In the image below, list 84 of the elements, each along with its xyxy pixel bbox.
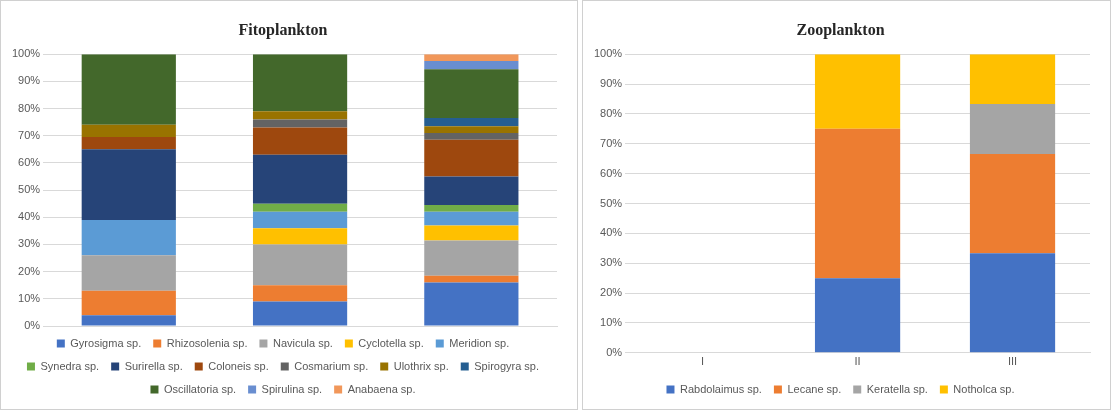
bar	[252, 154, 348, 204]
legend-label: Rhizosolenia sp.	[166, 336, 248, 349]
bar	[814, 128, 901, 279]
legend-label: Spirulina sp.	[261, 382, 323, 395]
bar	[424, 126, 519, 134]
legend-label: Surirella sp.	[124, 359, 183, 372]
legend-label: Meridion sp.	[449, 336, 510, 349]
legend-label: Oscillatoria sp.	[163, 382, 237, 395]
y-tick-label: 80%	[18, 101, 41, 114]
legend-label: Coloneis sp.	[208, 359, 269, 372]
y-tick-label: 60%	[18, 155, 41, 168]
y-tick-label: 10%	[18, 291, 41, 304]
bar	[814, 54, 901, 129]
legend-label: Keratella sp.	[866, 382, 928, 395]
y-tick-label: 100%	[11, 47, 41, 60]
bar	[969, 253, 1056, 353]
bar	[252, 119, 348, 128]
bar	[81, 149, 176, 220]
y-tick-label: 30%	[600, 256, 623, 269]
legend-label: Cyclotella sp.	[358, 336, 424, 349]
y-tick-label: 80%	[600, 106, 623, 119]
y-tick-label: 0%	[24, 319, 41, 332]
bar	[252, 127, 348, 155]
bar	[424, 61, 519, 70]
bar	[252, 244, 348, 286]
legend-label: Notholca sp.	[953, 382, 1015, 395]
legend-label: Lecane sp.	[787, 382, 842, 395]
y-tick-label: 90%	[600, 77, 623, 90]
bar	[424, 211, 519, 226]
y-tick-label: 40%	[18, 210, 41, 223]
bar	[81, 54, 176, 125]
bar	[252, 54, 348, 112]
y-tick-label: 20%	[600, 286, 623, 299]
bar	[424, 205, 519, 212]
y-tick-label: 70%	[600, 136, 623, 149]
legend-label: Navicula sp.	[272, 336, 333, 349]
y-tick-label: 10%	[600, 315, 623, 328]
y-tick-label: 90%	[18, 74, 41, 87]
y-tick-label: 20%	[18, 264, 41, 277]
bar	[81, 290, 176, 316]
y-tick-label: 70%	[18, 128, 41, 141]
y-tick-label: 50%	[18, 183, 41, 196]
legend-label: Gyrosigma sp.	[70, 336, 142, 349]
y-tick-label: 40%	[600, 226, 623, 239]
y-tick-label: 50%	[600, 196, 623, 209]
y-tick-label: 60%	[600, 166, 623, 179]
bar	[969, 104, 1056, 154]
y-tick-label: 100%	[593, 47, 623, 60]
bar	[969, 153, 1056, 254]
bar	[424, 275, 519, 283]
chart-title: Fitoplankton	[238, 20, 328, 39]
x-tick-label: II	[854, 355, 861, 368]
bar	[424, 176, 519, 206]
bar	[969, 54, 1056, 105]
x-tick-label: III	[1007, 355, 1018, 368]
bar	[424, 118, 519, 127]
bar	[252, 111, 348, 120]
bar	[424, 225, 519, 241]
y-tick-label: 30%	[18, 237, 41, 250]
bar	[81, 124, 176, 138]
bar	[424, 139, 519, 177]
y-tick-label: 0%	[606, 345, 623, 358]
legend-label: Spirogyra sp.	[474, 359, 540, 372]
bar	[81, 255, 176, 291]
bar	[252, 211, 348, 229]
bar	[252, 285, 348, 302]
bar	[81, 220, 176, 256]
bar	[81, 137, 176, 150]
legend-label: Rabdolaimus sp.	[679, 382, 762, 395]
bar	[424, 240, 519, 276]
legend-label: Anabaena sp.	[347, 382, 416, 395]
bar	[81, 315, 176, 326]
bar	[252, 301, 348, 326]
x-tick-label: I	[701, 355, 705, 368]
legend-label: Cosmarium sp.	[294, 359, 369, 372]
bar	[252, 228, 348, 245]
bar	[814, 278, 901, 353]
bar	[424, 133, 519, 140]
legend-label: Ulothrix sp.	[393, 359, 449, 372]
bar	[252, 203, 348, 212]
legend-label: Synedra sp.	[40, 359, 100, 372]
bar	[424, 282, 519, 326]
bar	[424, 69, 519, 119]
chart-title: Zooplankton	[796, 20, 885, 39]
